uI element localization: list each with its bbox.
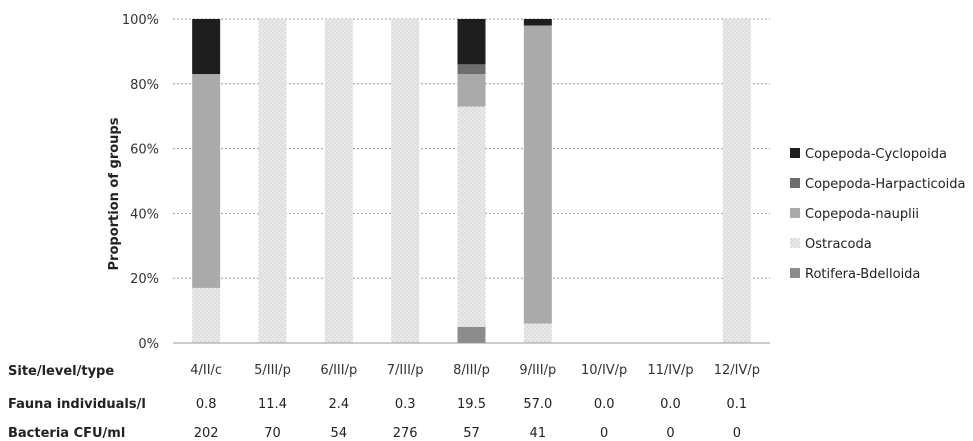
bar-segment (324, 19, 353, 343)
x-tick-label: 8/III/p (453, 363, 490, 378)
table-cell: 276 (393, 426, 418, 441)
table-cell: 0 (733, 426, 741, 441)
x-tick-label: 12/IV/p (714, 363, 760, 378)
bar-segment (457, 326, 486, 343)
table-cell: 57 (463, 426, 480, 441)
y-tick-label: 20% (130, 272, 159, 287)
x-tick-label: 9/III/p (519, 363, 556, 378)
bar-segment (457, 74, 486, 107)
x-tick-label: 7/III/p (387, 363, 424, 378)
bar-segment (523, 19, 552, 26)
table-cell: 0 (666, 426, 674, 441)
legend: Copepoda-Cyclopoida Copepoda-Harpacticoid… (790, 147, 966, 282)
site-row-title: Site/level/type (8, 364, 114, 379)
bar-segment (391, 19, 420, 343)
table-row-title: Fauna individuals/l (8, 397, 146, 412)
bar-segment (523, 25, 552, 324)
y-tick-label: 0% (138, 337, 159, 352)
table-cell: 0.1 (726, 397, 747, 412)
bar-segment (457, 64, 486, 75)
legend-swatch (790, 208, 800, 218)
y-tick-label: 80% (130, 78, 159, 93)
y-tick-label: 40% (130, 207, 159, 222)
bar-segment (722, 19, 751, 343)
table-cell: 57.0 (523, 397, 552, 412)
table-cell: 11.4 (258, 397, 287, 412)
x-tick-label: 5/III/p (254, 363, 291, 378)
x-tick-label: 4/II/c (190, 363, 222, 378)
table-cell: 54 (331, 426, 348, 441)
table-cell: 0.0 (594, 397, 615, 412)
legend-swatch (790, 238, 800, 248)
legend-label: Copepoda-Cyclopoida (805, 147, 947, 162)
table-cell: 202 (194, 426, 219, 441)
table-cell: 0 (600, 426, 608, 441)
bar-segment (523, 323, 552, 343)
x-tick-label: 11/IV/p (647, 363, 693, 378)
legend-label: Rotifera-Bdelloida (805, 267, 920, 282)
legend-swatch (790, 148, 800, 158)
table-cell: 0.8 (196, 397, 217, 412)
table-row-title: Bacteria CFU/ml (8, 426, 125, 441)
legend-swatch (790, 178, 800, 188)
bar-segment (258, 19, 287, 343)
bar-segment (457, 106, 486, 327)
table-cell: 41 (530, 426, 547, 441)
y-axis-label: Proportion of groups (107, 117, 122, 270)
y-tick-label: 100% (122, 13, 159, 28)
table-cell: 70 (264, 426, 281, 441)
bar-segment (192, 287, 221, 343)
table-cell: 2.4 (328, 397, 349, 412)
table-cell: 19.5 (457, 397, 486, 412)
bars (192, 19, 751, 343)
x-tick-label: 10/IV/p (581, 363, 627, 378)
legend-label: Copepoda-Harpacticoida (805, 177, 966, 192)
bar-segment (457, 19, 486, 65)
legend-label: Copepoda-nauplii (805, 207, 919, 222)
x-tick-label: 6/III/p (320, 363, 357, 378)
bar-segment (192, 19, 221, 75)
table-cell: 0.3 (395, 397, 416, 412)
gridlines (173, 18, 770, 279)
data-table: Fauna individuals/l 0.8 11.4 2.4 0.3 19.5 57.0… (8, 397, 747, 441)
y-tick-labels: 0% 20% 40% 60% 80% 100% (122, 13, 159, 352)
table-cell: 0.0 (660, 397, 681, 412)
bar-segment (192, 74, 221, 288)
legend-label: Ostracoda (805, 237, 872, 252)
y-tick-label: 60% (130, 143, 159, 158)
legend-swatch (790, 268, 800, 278)
x-tick-labels: 4/II/c 5/III/p 6/III/p 7/III/p 8/III/p 9/III/… (190, 363, 760, 378)
